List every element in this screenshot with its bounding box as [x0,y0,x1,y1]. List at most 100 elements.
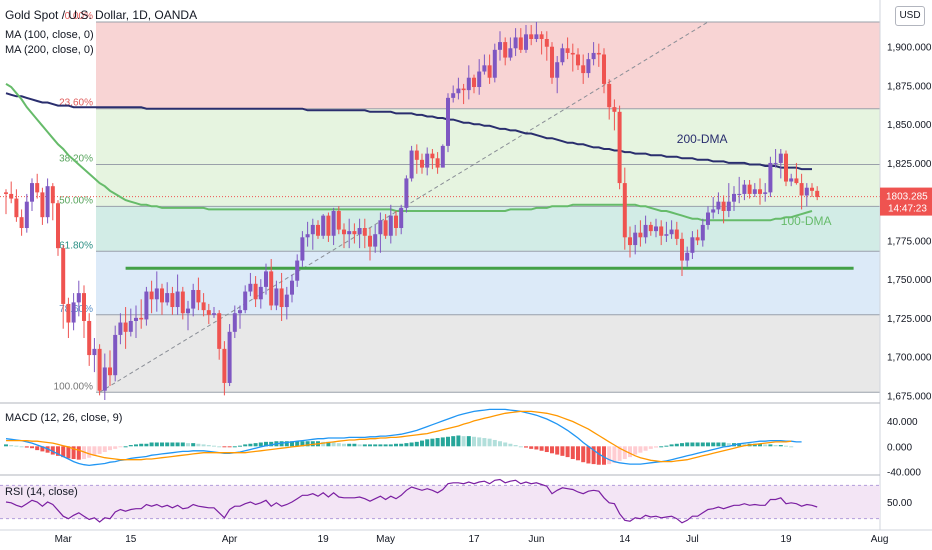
candle-body [799,183,804,196]
macd-histogram-bar [149,442,154,447]
candle-body [466,77,471,91]
macd-histogram-bar [373,444,378,447]
candle-body [695,237,700,241]
ma200-line [5,92,812,171]
macd-histogram-bar [87,446,92,458]
candle-body [435,158,440,168]
fib-level-label: 78.60% [59,304,93,315]
candle-body [622,183,627,238]
candle-body [742,184,747,194]
macd-histogram-bar [144,443,149,447]
candle-body [492,49,497,78]
candle-body [175,291,180,308]
time-tick-label: 19 [780,534,792,545]
candle-body [664,234,669,236]
macd-histogram-bar [66,446,71,459]
candle-body [118,322,123,335]
candle-body [399,207,404,229]
candle-body [170,293,175,308]
fib-level-label: 100.00% [54,381,94,392]
candle-body [544,38,549,47]
macd-histogram-bar [102,446,107,453]
macd-histogram-bar [773,445,778,447]
macd-histogram-bar [596,446,601,465]
candle-body [539,34,544,39]
candle-body [524,34,528,50]
time-tick-label: Mar [55,534,73,545]
candle-body [4,192,8,194]
ma200-legend[interactable]: MA (200, close, 0) [5,44,94,56]
macd-histogram-bar [4,444,8,447]
candle-body [737,193,742,195]
macd-histogram-bar [607,446,612,465]
macd-histogram-bar [487,438,492,447]
macd-histogram-bar [425,439,430,447]
macd-histogram-bar [300,441,305,447]
candle-body [76,293,81,303]
time-tick-label: Apr [222,534,238,545]
candle-body [316,224,320,236]
candle-body [24,201,29,229]
macd-histogram-bar [123,446,128,448]
fib-zone [96,314,880,393]
candle-body [648,224,653,232]
macd-histogram-bar [113,446,118,449]
macd-histogram-bar [503,442,508,447]
candle-body [420,159,424,168]
candle-body [576,54,580,66]
macd-histogram-bar [711,442,716,447]
time-tick-label: 19 [318,534,330,545]
candle-body [778,153,783,163]
candle-body [373,234,378,247]
macd-histogram-bar [394,443,398,447]
macd-histogram-bar [726,443,731,447]
ma100-legend[interactable]: MA (100, close, 0) [5,29,94,41]
macd-histogram-bar [212,445,216,447]
candle-body [274,288,279,306]
candle-body [388,215,393,236]
ma100-annotation: 100-DMA [781,214,832,228]
candle-body [560,48,565,63]
candle-body [66,303,71,323]
candle-body [716,201,721,210]
macd-histogram-bar [565,446,570,458]
candle-body [258,286,263,300]
macd-histogram-bar [347,443,352,447]
macd-histogram-bar [30,446,34,449]
macd-histogram-bar [784,445,788,447]
rsi-band [0,485,880,519]
macd-histogram-bar [92,446,97,456]
candle-body [284,294,289,308]
price-tick-label: 1,725.000 [887,314,932,325]
candle-body [732,193,736,202]
candle-body [498,42,502,50]
candle-body [534,34,539,39]
macd-histogram-bar [685,442,690,447]
candle-body [518,37,523,50]
macd-histogram-bar [570,446,575,460]
currency-badge[interactable]: USD [895,6,925,26]
macd-histogram-bar [409,442,414,447]
candle-body [789,178,794,182]
macd-histogram-bar [186,443,190,447]
macd-histogram-bar [264,441,268,447]
macd-histogram-bar [602,446,606,465]
macd-histogram-bar [24,446,29,448]
candle-body [654,226,658,232]
price-tick-label: 1,850.000 [887,120,932,131]
macd-histogram-bar [716,442,721,447]
time-tick-label: Jul [686,534,699,545]
candle-body [763,192,768,194]
candle-body [425,153,430,168]
candle-body [9,193,14,199]
macd-histogram-bar [97,446,102,454]
macd-histogram-bar [461,436,466,447]
candle-body [368,235,372,247]
candle-body [264,271,268,287]
macd-histogram-bar [576,446,580,461]
macd-histogram-bar [700,442,705,447]
macd-histogram-bar [617,446,622,461]
macd-line [5,408,802,467]
macd-histogram-bar [108,446,112,451]
